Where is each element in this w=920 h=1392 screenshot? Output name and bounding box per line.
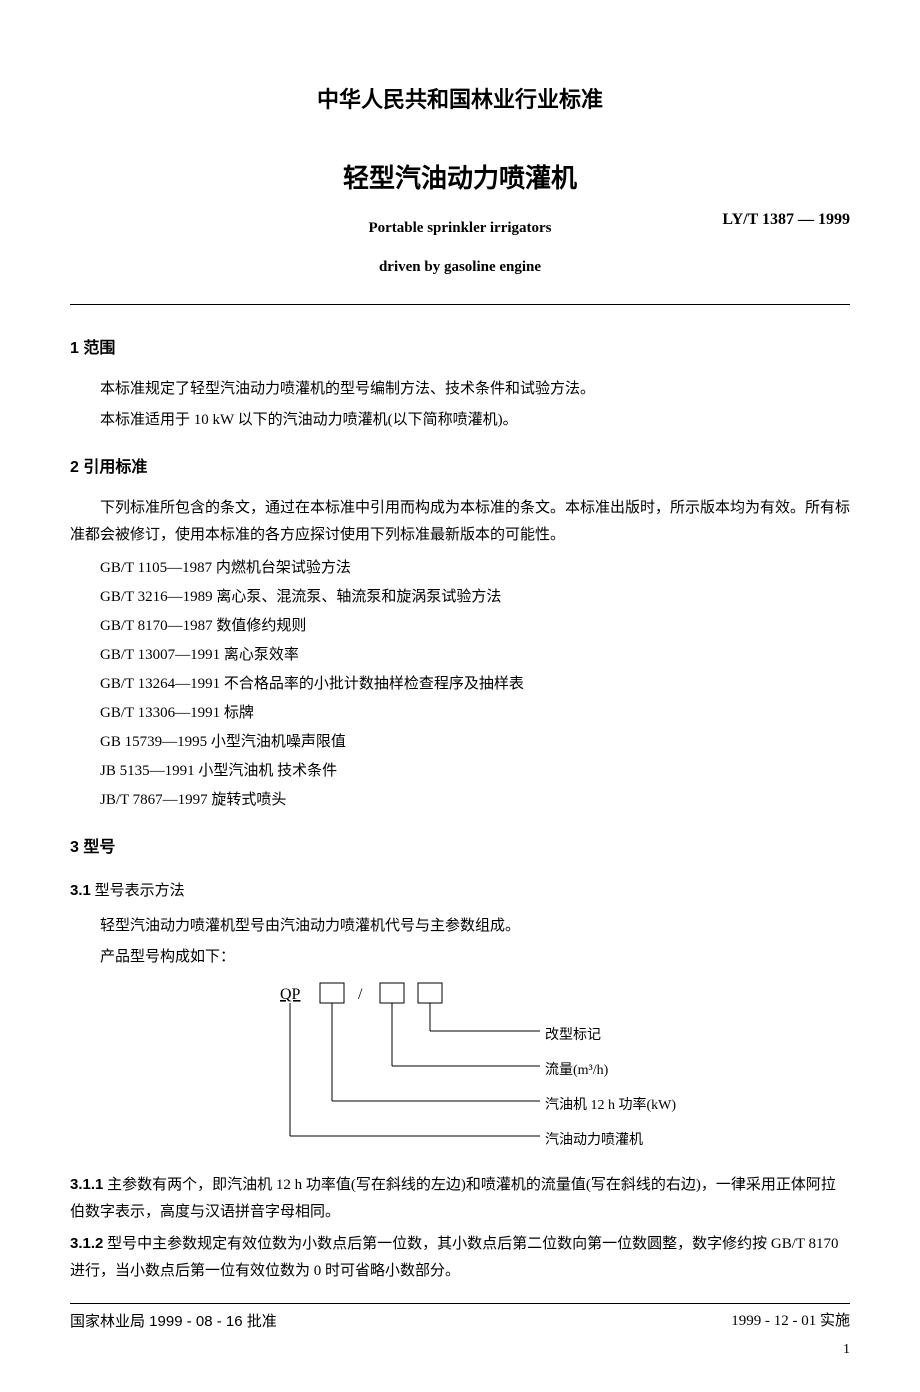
section-1-p1: 本标准规定了轻型汽油动力喷灌机的型号编制方法、技术条件和试验方法。: [70, 376, 850, 403]
section-3-1-2: 3.1.2 型号中主参数规定有效位数为小数点后第一位数，其小数点后第二位数向第一…: [70, 1230, 850, 1285]
footer-left: 国家林业局 1999 - 08 - 16 批准: [70, 1308, 277, 1335]
diagram-prefix: QP: [280, 986, 301, 1003]
section-3-1-heading: 3.1 型号表示方法: [70, 877, 850, 905]
section-3-1-title: 型号表示方法: [91, 883, 185, 899]
section-3-1-1: 3.1.1 主参数有两个，即汽油机 12 h 功率值(写在斜线的左边)和喷灌机的…: [70, 1171, 850, 1226]
section-3-heading: 3 型号: [70, 834, 850, 863]
footer-divider: [70, 1303, 850, 1304]
diagram-label-3: 汽油机 12 h 功率(kW): [545, 1093, 676, 1118]
diagram-label-2: 流量(m³/h): [545, 1058, 608, 1083]
diagram-box-2: [380, 983, 404, 1003]
diagram-label-1: 改型标记: [545, 1023, 601, 1048]
ref-item: GB/T 13007—1991 离心泵效率: [100, 642, 850, 669]
section-3-1-1-text: 主参数有两个，即汽油机 12 h 功率值(写在斜线的左边)和喷灌机的流量值(写在…: [70, 1177, 836, 1220]
ref-item: GB/T 8170—1987 数值修约规则: [100, 613, 850, 640]
section-3-1-2-text: 型号中主参数规定有效位数为小数点后第一位数，其小数点后第二位数向第一位数圆整，数…: [70, 1236, 839, 1279]
diagram-label-4: 汽油动力喷灌机: [545, 1128, 643, 1153]
diagram-svg: QP /: [180, 981, 740, 1161]
ref-item: JB/T 7867—1997 旋转式喷头: [100, 787, 850, 814]
ref-item: JB 5135—1991 小型汽油机 技术条件: [100, 758, 850, 785]
ref-item: GB 15739—1995 小型汽油机噪声限值: [100, 729, 850, 756]
section-3-1-p1: 轻型汽油动力喷灌机型号由汽油动力喷灌机代号与主参数组成。: [70, 913, 850, 940]
ref-item: GB/T 3216—1989 离心泵、混流泵、轴流泵和旋涡泵试验方法: [100, 584, 850, 611]
english-title-2: driven by gasoline engine: [70, 255, 850, 279]
diagram-slash: /: [358, 986, 363, 1003]
section-1-p2: 本标准适用于 10 kW 以下的汽油动力喷灌机(以下简称喷灌机)。: [70, 407, 850, 434]
diagram-box-1: [320, 983, 344, 1003]
section-3-1-1-num: 3.1.1: [70, 1176, 103, 1193]
ref-item: GB/T 13264—1991 不合格品率的小批计数抽样检查程序及抽样表: [100, 671, 850, 698]
section-1-heading: 1 范围: [70, 335, 850, 364]
footer-row: 国家林业局 1999 - 08 - 16 批准 1999 - 12 - 01 实…: [70, 1308, 850, 1335]
top-divider: [70, 304, 850, 305]
section-2-heading: 2 引用标准: [70, 454, 850, 483]
ref-item: GB/T 13306—1991 标牌: [100, 700, 850, 727]
section-2-intro: 下列标准所包含的条文，通过在本标准中引用而构成为本标准的条文。本标准出版时，所示…: [70, 495, 850, 549]
footer-right: 1999 - 12 - 01 实施: [731, 1308, 850, 1335]
page-number: 1: [70, 1337, 850, 1362]
reference-list: GB/T 1105—1987 内燃机台架试验方法 GB/T 3216—1989 …: [100, 555, 850, 814]
diagram-box-3: [418, 983, 442, 1003]
section-3-1-num: 3.1: [70, 882, 91, 899]
standard-code: LY/T 1387 — 1999: [722, 206, 850, 235]
section-3-1-p2: 产品型号构成如下：: [70, 944, 850, 971]
model-diagram: QP / 改型标记 流量(m³/h) 汽油机 12 h 功率(kW) 汽油动力喷…: [180, 981, 740, 1161]
main-title: 轻型汽油动力喷灌机: [70, 155, 850, 202]
document-header: 中华人民共和国林业行业标准 轻型汽油动力喷灌机 LY/T 1387 — 1999…: [70, 80, 850, 279]
org-title: 中华人民共和国林业行业标准: [70, 80, 850, 120]
ref-item: GB/T 1105—1987 内燃机台架试验方法: [100, 555, 850, 582]
section-3-1-2-num: 3.1.2: [70, 1235, 103, 1252]
